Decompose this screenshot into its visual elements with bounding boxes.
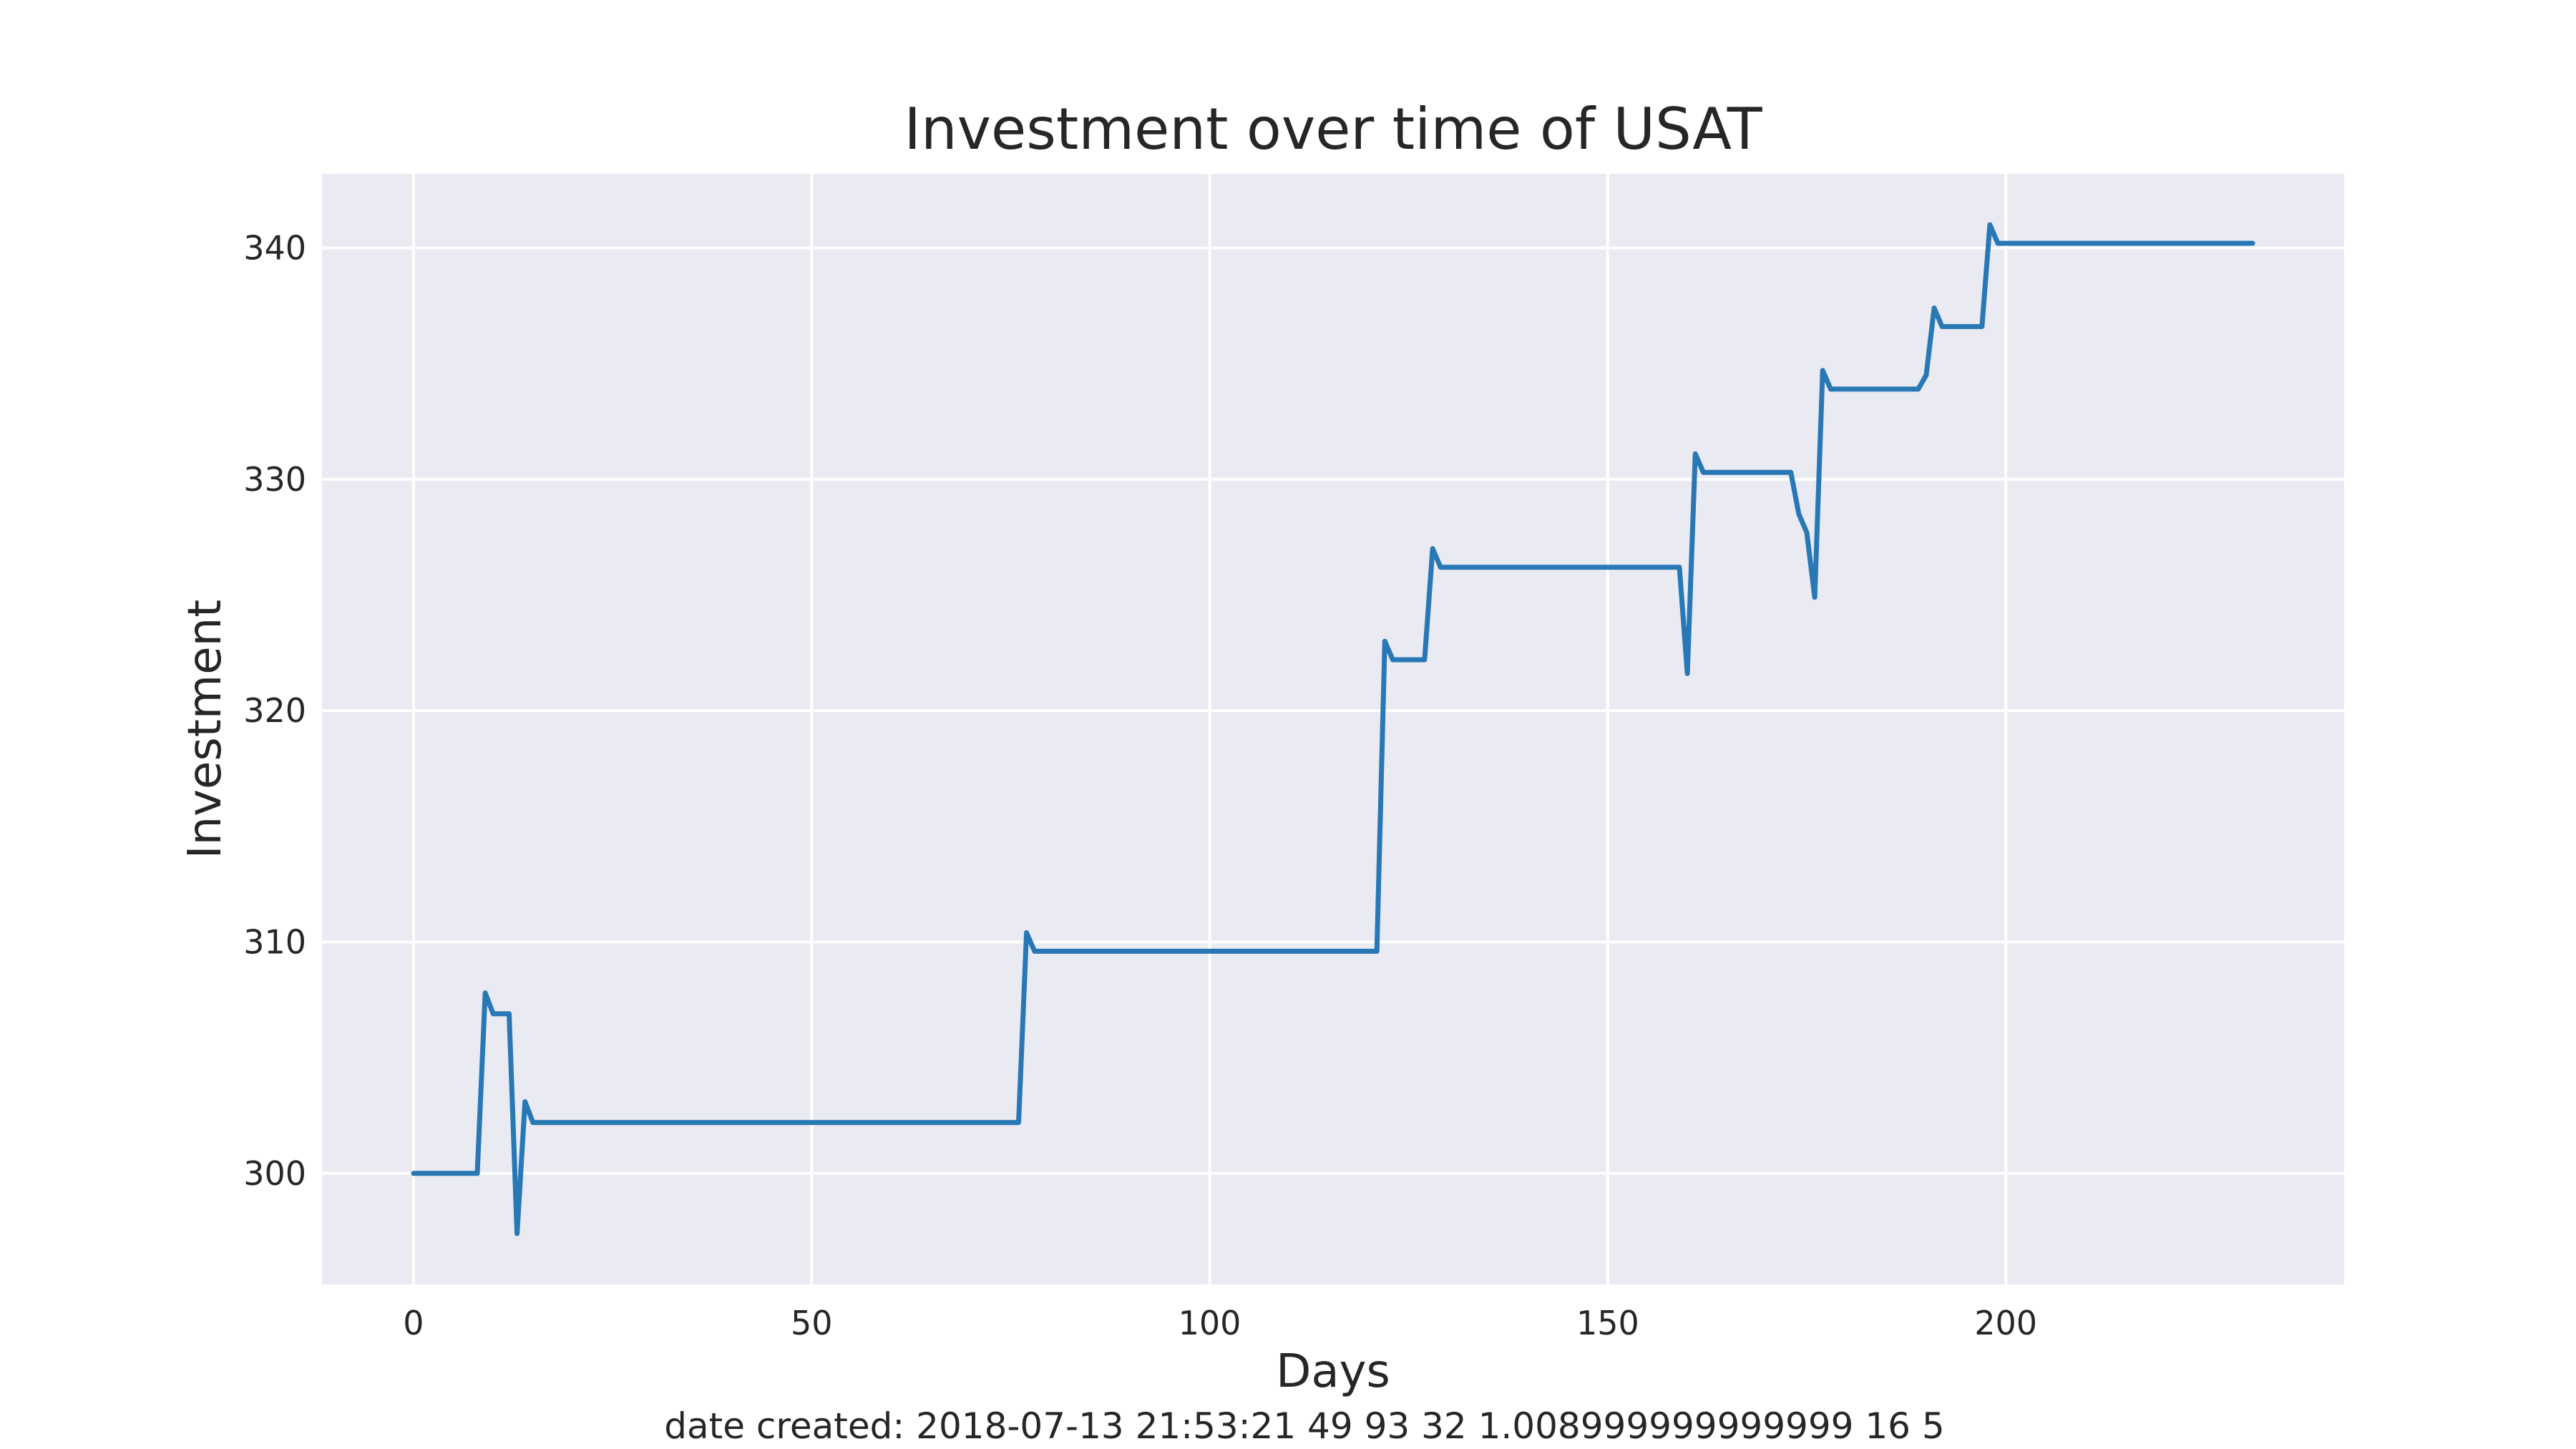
y-tick-label: 340 bbox=[243, 228, 306, 267]
y-tick-label: 310 bbox=[243, 922, 306, 961]
y-axis-label: Investment bbox=[179, 600, 232, 859]
y-tick-label: 330 bbox=[243, 460, 306, 499]
date-created-caption: date created: 2018-07-13 21:53:21 49 93 … bbox=[664, 1405, 1944, 1447]
y-tick-label: 320 bbox=[243, 691, 306, 730]
x-tick-label: 0 bbox=[403, 1304, 424, 1342]
y-tick-label: 300 bbox=[243, 1154, 306, 1193]
series-layer bbox=[411, 222, 2255, 1236]
y-tick-labels: 300 310 320 330 340 bbox=[243, 228, 306, 1192]
x-tick-label: 200 bbox=[1974, 1304, 2037, 1342]
x-axis-label: Days bbox=[1276, 1345, 1390, 1398]
x-tick-label: 50 bbox=[791, 1304, 833, 1342]
x-tick-label: 100 bbox=[1179, 1304, 1241, 1342]
x-tick-label: 150 bbox=[1576, 1304, 1639, 1342]
series-line-investment bbox=[411, 222, 2255, 1236]
chart-title: Investment over time of USAT bbox=[904, 96, 1762, 162]
grid-lines bbox=[322, 174, 2344, 1284]
x-tick-labels: 0 50 100 150 200 bbox=[403, 1304, 2037, 1342]
plot-area bbox=[322, 174, 2344, 1284]
